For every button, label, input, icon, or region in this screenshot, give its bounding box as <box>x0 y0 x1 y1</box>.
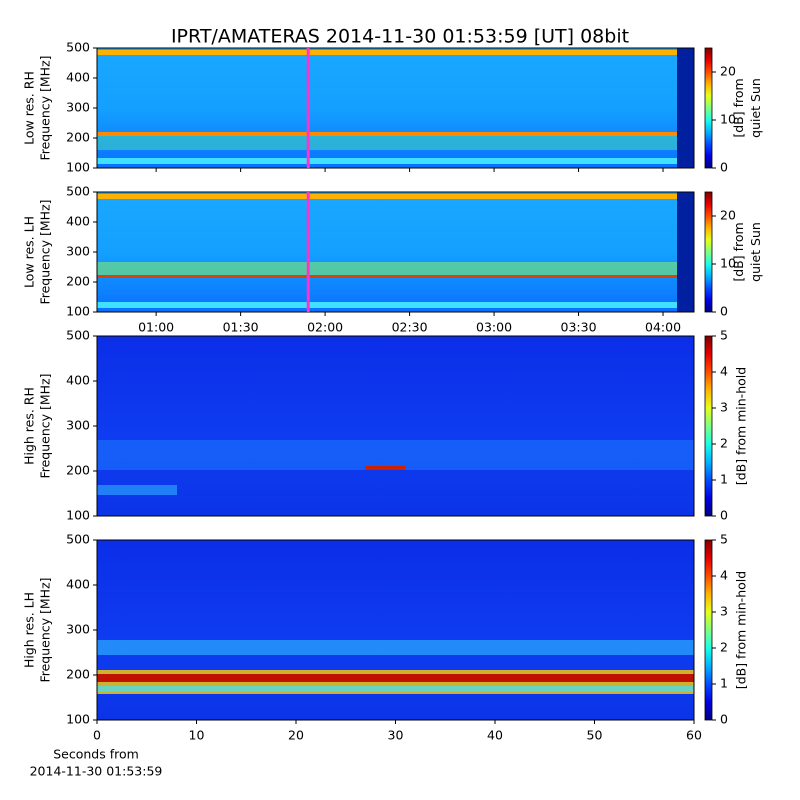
colorbar-tick-label: 0 <box>720 304 728 319</box>
y-tick-label: 100 <box>66 304 90 319</box>
y-tick-label: 300 <box>66 418 90 433</box>
colorbar <box>704 191 713 313</box>
y-tick-label: 200 <box>66 274 90 289</box>
chart-title: IPRT/AMATERAS 2014-11-30 01:53:59 [UT] 0… <box>171 26 629 48</box>
colorbar-tick-label: 10 <box>720 112 736 127</box>
x-tick-label: 02:00 <box>307 320 343 335</box>
y-tick-label: 300 <box>66 244 90 259</box>
y-axis-label: High res. RH <box>22 387 37 465</box>
x-tick-label: 0 <box>93 728 101 743</box>
y-axis-label: Low res. RH <box>22 71 37 145</box>
x-tick-label: 01:30 <box>223 320 259 335</box>
colorbar-label: [dB] from <box>731 78 746 137</box>
colorbar-tick-label: 2 <box>720 640 728 655</box>
colorbar <box>704 539 713 721</box>
colorbar-tick-label: 3 <box>720 604 728 619</box>
colorbar-tick-label: 5 <box>720 532 728 547</box>
y-tick-label: 100 <box>66 160 90 175</box>
y-tick-label: 500 <box>66 184 90 199</box>
x-tick-label: 01:00 <box>138 320 174 335</box>
y-tick-label: 300 <box>66 622 90 637</box>
colorbar-tick-label: 0 <box>720 712 728 727</box>
colorbar-label: quiet Sun <box>748 222 763 282</box>
colorbar-tick-label: 20 <box>720 208 736 223</box>
y-tick-label: 400 <box>66 70 90 85</box>
x-tick-label: 30 <box>388 728 404 743</box>
x-tick-label: 20 <box>288 728 304 743</box>
colorbar-tick-label: 0 <box>720 508 728 523</box>
colorbar-tick-label: 1 <box>720 676 728 691</box>
x-tick-label: 03:30 <box>561 320 597 335</box>
y-axis-label: High res. LH <box>22 592 37 668</box>
colorbar-label: [dB] from min-hold <box>734 571 749 689</box>
colorbar <box>704 335 713 517</box>
x-tick-label: 03:00 <box>476 320 512 335</box>
x-tick-label: 02:30 <box>392 320 428 335</box>
y-tick-label: 500 <box>66 40 90 55</box>
colorbar-label: [dB] from <box>731 222 746 281</box>
y-axis-label: Frequency [MHz] <box>38 373 53 478</box>
x-tick-label: 10 <box>189 728 205 743</box>
y-tick-label: 200 <box>66 463 90 478</box>
colorbar-tick-label: 1 <box>720 472 728 487</box>
x-tick-label: 50 <box>587 728 603 743</box>
y-tick-label: 100 <box>66 712 90 727</box>
y-tick-label: 200 <box>66 667 90 682</box>
y-axis-label: Low res. LH <box>22 216 37 288</box>
x-tick-label: 60 <box>686 728 702 743</box>
colorbar-tick-label: 4 <box>720 568 728 583</box>
y-tick-label: 500 <box>66 328 90 343</box>
y-axis-label: Frequency [MHz] <box>38 55 53 160</box>
y-tick-label: 300 <box>66 100 90 115</box>
x-axis-label: 2014-11-30 01:53:59 <box>30 764 163 779</box>
colorbar-tick-label: 3 <box>720 400 728 415</box>
colorbar-tick-label: 10 <box>720 256 736 271</box>
x-tick-label: 04:00 <box>645 320 681 335</box>
colorbar-tick-label: 4 <box>720 364 728 379</box>
x-axis-label: Seconds from <box>53 747 139 762</box>
colorbar <box>704 47 713 169</box>
colorbar-label: quiet Sun <box>748 78 763 138</box>
y-tick-label: 500 <box>66 532 90 547</box>
colorbar-label: [dB] from min-hold <box>734 367 749 485</box>
x-tick-label: 40 <box>487 728 503 743</box>
y-tick-label: 200 <box>66 130 90 145</box>
colorbar-tick-label: 5 <box>720 328 728 343</box>
colorbar-tick-label: 2 <box>720 436 728 451</box>
colorbar-tick-label: 0 <box>720 160 728 175</box>
y-tick-label: 100 <box>66 508 90 523</box>
y-tick-label: 400 <box>66 373 90 388</box>
heatmap-texture <box>97 48 694 720</box>
colorbar-tick-label: 20 <box>720 64 736 79</box>
y-tick-label: 400 <box>66 577 90 592</box>
y-tick-label: 400 <box>66 214 90 229</box>
y-axis-label: Frequency [MHz] <box>38 199 53 304</box>
y-axis-label: Frequency [MHz] <box>38 577 53 682</box>
